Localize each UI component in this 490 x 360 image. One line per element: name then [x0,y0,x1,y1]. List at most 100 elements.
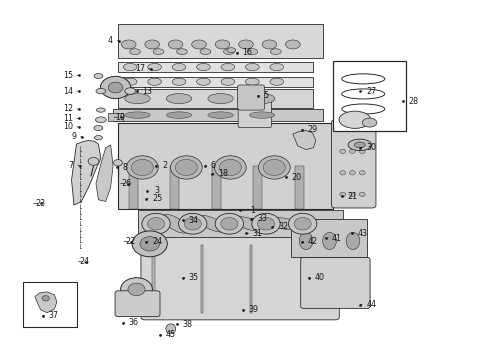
Ellipse shape [176,49,187,54]
Text: 24: 24 [80,257,90,266]
Text: 35: 35 [189,273,199,282]
Ellipse shape [262,40,277,49]
Ellipse shape [359,149,365,153]
Ellipse shape [270,78,284,85]
Text: 21: 21 [347,192,358,201]
Text: 34: 34 [189,216,199,225]
Ellipse shape [223,49,234,54]
Text: 7: 7 [69,161,74,170]
Ellipse shape [145,40,159,49]
Ellipse shape [239,40,253,49]
Ellipse shape [121,278,152,301]
Text: 22: 22 [125,237,136,246]
Ellipse shape [339,111,371,129]
Bar [250,244,252,313]
Text: 27: 27 [366,86,376,95]
Ellipse shape [215,156,246,179]
Ellipse shape [208,112,233,118]
FancyBboxPatch shape [141,233,339,320]
Ellipse shape [346,232,360,249]
Bar [170,166,179,209]
Bar [129,166,138,209]
Ellipse shape [340,149,345,153]
Text: 39: 39 [249,305,259,314]
Bar [212,166,220,209]
Bar [118,62,314,72]
Ellipse shape [172,63,186,71]
Text: 37: 37 [49,311,59,320]
Ellipse shape [96,117,106,123]
Ellipse shape [94,126,103,131]
Ellipse shape [249,94,275,104]
Ellipse shape [125,94,150,104]
Ellipse shape [340,192,345,197]
Ellipse shape [208,94,233,104]
Text: 5: 5 [264,91,269,100]
Text: 30: 30 [366,143,376,152]
Ellipse shape [175,159,197,176]
Text: 17: 17 [135,64,145,73]
Text: 33: 33 [257,214,267,223]
Text: 44: 44 [366,300,376,309]
Text: 41: 41 [332,234,342,243]
Ellipse shape [269,218,301,230]
Text: 23: 23 [35,199,45,208]
Ellipse shape [197,216,226,232]
Ellipse shape [123,78,137,85]
Text: 42: 42 [308,237,318,246]
Ellipse shape [348,139,371,150]
Ellipse shape [294,217,311,230]
Bar [253,166,262,209]
Ellipse shape [227,48,236,53]
Ellipse shape [184,217,201,230]
Ellipse shape [88,157,99,165]
Ellipse shape [196,78,210,85]
Bar [113,109,323,121]
Text: 38: 38 [182,320,193,329]
Ellipse shape [323,232,336,249]
Ellipse shape [359,171,365,175]
Bar [118,24,323,58]
Bar [108,113,123,121]
Bar [23,282,77,327]
Ellipse shape [147,217,165,230]
FancyBboxPatch shape [238,85,265,110]
Text: 8: 8 [123,163,128,172]
Ellipse shape [245,78,259,85]
Ellipse shape [215,40,230,49]
Ellipse shape [257,217,274,230]
Ellipse shape [100,76,131,99]
Text: 29: 29 [308,125,318,134]
Ellipse shape [247,49,258,54]
Ellipse shape [166,324,175,334]
Polygon shape [293,131,316,149]
Ellipse shape [140,237,159,251]
Ellipse shape [252,213,280,234]
Ellipse shape [286,40,300,49]
Ellipse shape [215,213,244,234]
Ellipse shape [153,49,164,54]
Text: 2: 2 [162,161,167,170]
Text: 14: 14 [63,86,73,95]
Bar [118,77,314,87]
Text: 4: 4 [108,36,113,45]
Polygon shape [96,145,113,202]
Ellipse shape [108,82,123,93]
Ellipse shape [172,78,186,85]
Ellipse shape [171,156,202,179]
Ellipse shape [249,112,275,118]
Ellipse shape [245,63,259,71]
Ellipse shape [349,149,355,153]
Ellipse shape [233,217,264,231]
Polygon shape [35,292,57,313]
Ellipse shape [178,213,207,234]
Text: 36: 36 [129,318,139,327]
Bar [295,166,304,209]
Ellipse shape [122,40,136,49]
Ellipse shape [270,49,281,54]
Ellipse shape [263,159,285,176]
Ellipse shape [128,283,145,296]
Text: 11: 11 [63,114,73,123]
Text: 32: 32 [278,222,288,231]
Bar [118,123,333,209]
